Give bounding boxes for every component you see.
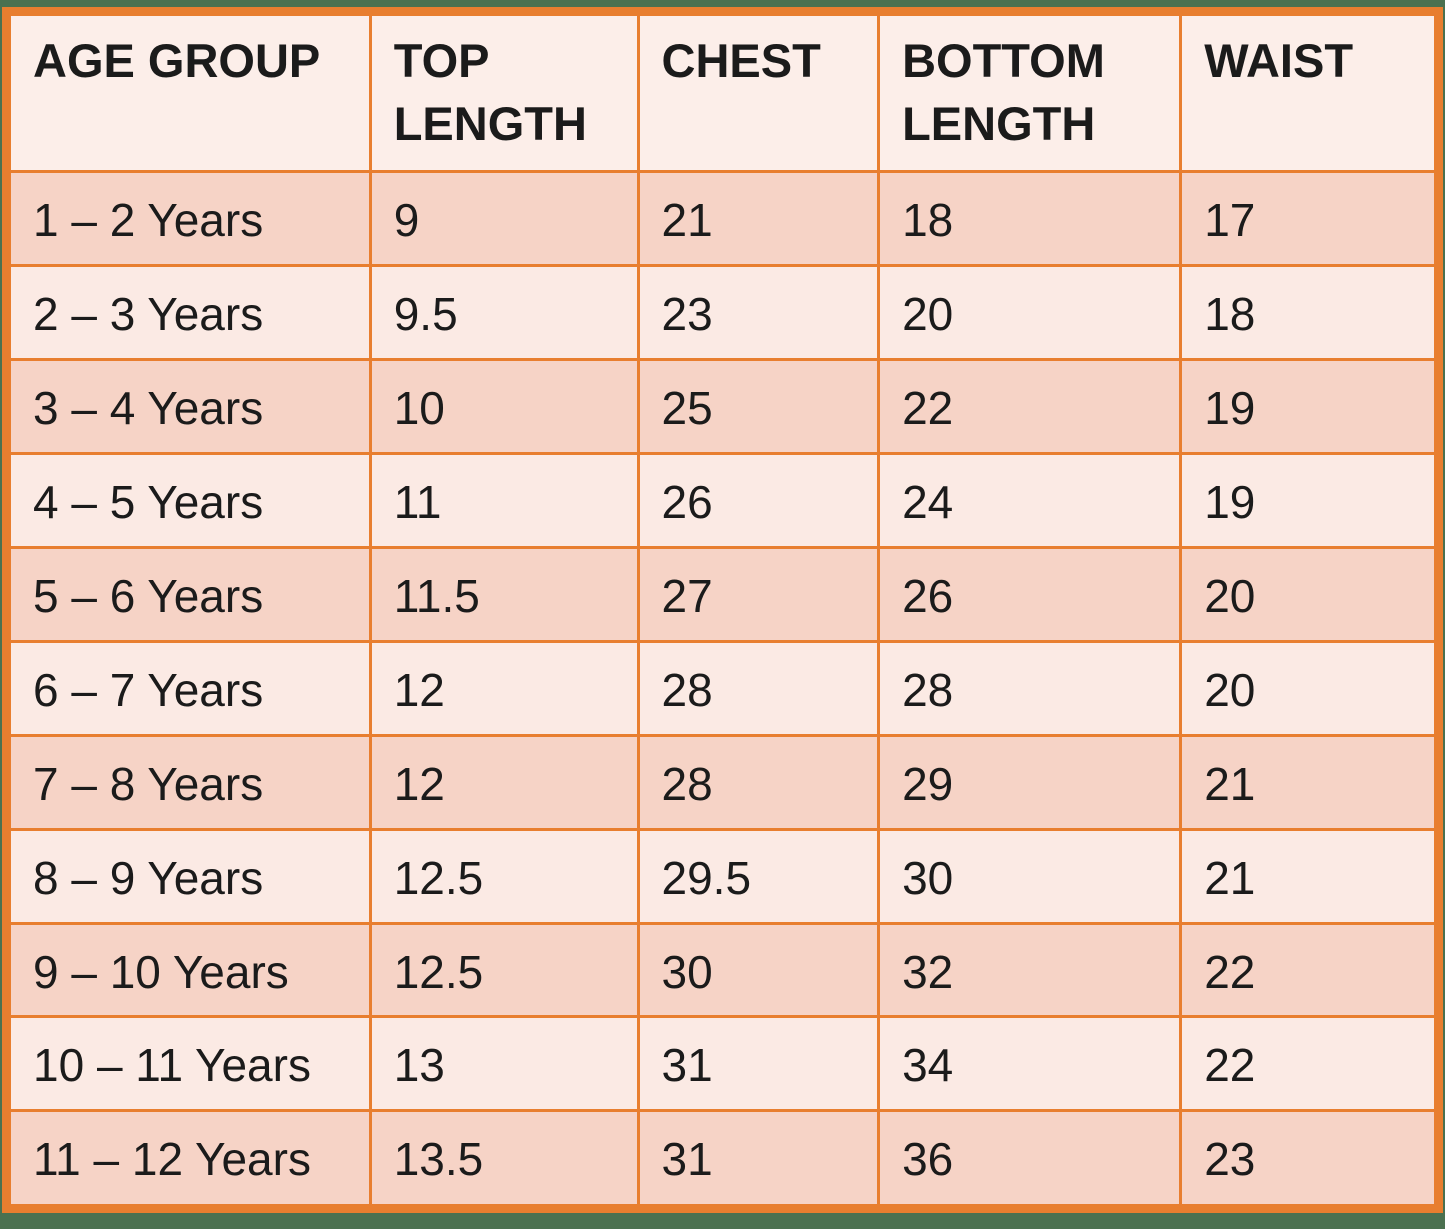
cell-top-length: 13 [368, 1015, 640, 1113]
cell-bottom-length: 32 [877, 921, 1183, 1019]
cell-bottom-length: 28 [877, 639, 1183, 737]
cell-age-group: 1 – 2 Years [5, 170, 372, 267]
table-row: 4 – 5 Years 11 26 24 19 [5, 451, 1440, 549]
table-row: 3 – 4 Years 10 25 22 19 [5, 357, 1440, 455]
cell-chest: 28 [636, 733, 881, 831]
cell-chest: 21 [636, 170, 881, 267]
cell-top-length: 11.5 [368, 545, 640, 643]
cell-waist: 18 [1179, 263, 1440, 361]
table-header: AGE GROUP TOP LENGTH CHEST BOTTOM LENGTH… [5, 10, 1440, 173]
cell-top-length: 10 [368, 357, 640, 455]
cell-waist: 20 [1179, 545, 1440, 643]
cell-waist: 22 [1179, 921, 1440, 1019]
cell-bottom-length: 20 [877, 263, 1183, 361]
cell-top-length: 9.5 [368, 263, 640, 361]
column-header-bottom-length: BOTTOM LENGTH [877, 10, 1183, 173]
cell-top-length: 12.5 [368, 827, 640, 925]
cell-waist: 23 [1179, 1109, 1440, 1210]
cell-age-group: 8 – 9 Years [5, 827, 372, 925]
table-row: 6 – 7 Years 12 28 28 20 [5, 639, 1440, 737]
cell-chest: 28 [636, 639, 881, 737]
cell-age-group: 3 – 4 Years [5, 357, 372, 455]
cell-waist: 19 [1179, 451, 1440, 549]
cell-bottom-length: 36 [877, 1109, 1183, 1210]
cell-chest: 23 [636, 263, 881, 361]
table-row: 5 – 6 Years 11.5 27 26 20 [5, 545, 1440, 643]
cell-chest: 31 [636, 1015, 881, 1113]
table-row: 2 – 3 Years 9.5 23 20 18 [5, 263, 1440, 361]
cell-bottom-length: 24 [877, 451, 1183, 549]
cell-chest: 29.5 [636, 827, 881, 925]
cell-chest: 26 [636, 451, 881, 549]
cell-age-group: 5 – 6 Years [5, 545, 372, 643]
cell-age-group: 9 – 10 Years [5, 921, 372, 1019]
cell-chest: 27 [636, 545, 881, 643]
cell-bottom-length: 30 [877, 827, 1183, 925]
cell-waist: 21 [1179, 733, 1440, 831]
cell-top-length: 12 [368, 639, 640, 737]
cell-age-group: 11 – 12 Years [5, 1109, 372, 1210]
cell-bottom-length: 22 [877, 357, 1183, 455]
cell-bottom-length: 18 [877, 170, 1183, 267]
table-row: 9 – 10 Years 12.5 30 32 22 [5, 921, 1440, 1019]
size-chart-container: AGE GROUP TOP LENGTH CHEST BOTTOM LENGTH… [2, 7, 1443, 1213]
cell-bottom-length: 26 [877, 545, 1183, 643]
cell-top-length: 9 [368, 170, 640, 267]
cell-chest: 30 [636, 921, 881, 1019]
size-chart-table: AGE GROUP TOP LENGTH CHEST BOTTOM LENGTH… [2, 7, 1443, 1213]
cell-waist: 20 [1179, 639, 1440, 737]
cell-top-length: 11 [368, 451, 640, 549]
column-header-chest: CHEST [636, 10, 881, 173]
cell-bottom-length: 29 [877, 733, 1183, 831]
cell-waist: 19 [1179, 357, 1440, 455]
cell-top-length: 13.5 [368, 1109, 640, 1210]
cell-chest: 25 [636, 357, 881, 455]
cell-waist: 22 [1179, 1015, 1440, 1113]
cell-age-group: 6 – 7 Years [5, 639, 372, 737]
table-row: 1 – 2 Years 9 21 18 17 [5, 170, 1440, 267]
column-header-top-length: TOP LENGTH [368, 10, 640, 173]
cell-age-group: 4 – 5 Years [5, 451, 372, 549]
cell-age-group: 2 – 3 Years [5, 263, 372, 361]
header-row: AGE GROUP TOP LENGTH CHEST BOTTOM LENGTH… [5, 10, 1440, 173]
column-header-waist: WAIST [1179, 10, 1440, 173]
column-header-age-group: AGE GROUP [5, 10, 372, 173]
table-body: 1 – 2 Years 9 21 18 17 2 – 3 Years 9.5 2… [5, 170, 1440, 1210]
table-row: 8 – 9 Years 12.5 29.5 30 21 [5, 827, 1440, 925]
cell-waist: 17 [1179, 170, 1440, 267]
cell-chest: 31 [636, 1109, 881, 1210]
table-row: 7 – 8 Years 12 28 29 21 [5, 733, 1440, 831]
cell-age-group: 10 – 11 Years [5, 1015, 372, 1113]
cell-top-length: 12.5 [368, 921, 640, 1019]
cell-bottom-length: 34 [877, 1015, 1183, 1113]
cell-age-group: 7 – 8 Years [5, 733, 372, 831]
cell-waist: 21 [1179, 827, 1440, 925]
table-row: 11 – 12 Years 13.5 31 36 23 [5, 1109, 1440, 1210]
table-row: 10 – 11 Years 13 31 34 22 [5, 1015, 1440, 1113]
cell-top-length: 12 [368, 733, 640, 831]
